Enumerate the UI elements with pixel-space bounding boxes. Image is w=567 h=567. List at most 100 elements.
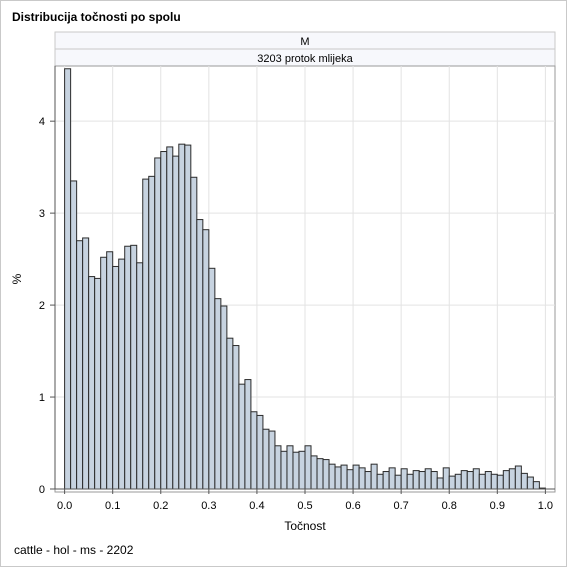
- histogram-bar: [430, 471, 438, 490]
- histogram-bar: [82, 237, 90, 490]
- histogram-bar: [394, 474, 402, 490]
- histogram-bar: [70, 180, 78, 490]
- histogram-bar: [268, 430, 276, 490]
- histogram-bar: [106, 251, 114, 490]
- y-axis-label: %: [10, 273, 24, 284]
- x-tick-label: 0.4: [249, 500, 264, 512]
- chart-title: Distribucija točnosti po spolu: [12, 10, 181, 24]
- histogram-bar: [100, 256, 108, 490]
- histogram-bar: [316, 458, 324, 490]
- footnote: cattle - hol - ms - 2202: [14, 543, 134, 557]
- histogram-bar: [460, 470, 468, 490]
- x-tick-label: 0.1: [105, 500, 120, 512]
- histogram-bar: [286, 445, 294, 490]
- histogram-bar: [334, 466, 342, 490]
- histogram-bar: [202, 229, 210, 490]
- histogram-bar: [466, 471, 474, 490]
- histogram-bar: [154, 157, 162, 490]
- histogram-bar: [226, 337, 234, 490]
- histogram-bar: [436, 477, 444, 490]
- x-tick-label: 0.7: [394, 500, 409, 512]
- histogram-bar: [214, 298, 222, 490]
- histogram-bar: [478, 473, 486, 490]
- histogram-bar: [136, 262, 144, 490]
- histogram-bar: [508, 468, 516, 490]
- y-tick-label: 0: [39, 484, 45, 496]
- histogram-bar: [412, 470, 420, 490]
- histogram-bar: [292, 451, 300, 490]
- y-axis: 0 1 2 3 4: [39, 66, 56, 496]
- x-tick-label: 0.9: [490, 500, 505, 512]
- histogram-bar: [370, 463, 378, 490]
- histogram-bar: [418, 471, 426, 490]
- histogram-bar: [520, 472, 528, 490]
- histogram-bar: [442, 467, 450, 490]
- histogram-bar: [364, 471, 372, 490]
- histogram-bar: [274, 445, 282, 490]
- y-tick-label: 3: [39, 208, 45, 220]
- histogram-bar: [232, 345, 240, 490]
- histogram-bar: [532, 481, 540, 490]
- histogram-bar: [346, 469, 354, 490]
- histogram-bar: [184, 144, 192, 490]
- histogram-bar: [502, 470, 510, 490]
- histogram-bar: [208, 267, 216, 490]
- histogram-bar: [220, 305, 228, 490]
- histogram-bar: [142, 178, 150, 490]
- histogram-bar: [490, 473, 498, 490]
- histogram-bar: [172, 155, 180, 490]
- y-tick-label: 2: [39, 300, 45, 312]
- histogram-bar: [166, 146, 174, 490]
- histogram-bar: [406, 473, 414, 490]
- histogram-bar: [454, 473, 462, 490]
- bars: [64, 68, 546, 490]
- histogram-bar: [304, 445, 312, 490]
- histogram-bar: [196, 219, 204, 490]
- x-axis-label: Točnost: [284, 519, 326, 533]
- histogram-bar: [322, 459, 330, 490]
- histogram-bar: [400, 468, 408, 490]
- x-tick-label: 0.3: [201, 500, 216, 512]
- histogram-bar: [388, 467, 396, 490]
- histogram-bar: [280, 450, 288, 490]
- histogram-bar: [244, 379, 252, 490]
- panel-label-sex: M: [300, 36, 309, 48]
- histogram-bar: [328, 463, 336, 490]
- histogram-bar: [424, 468, 432, 490]
- panel-label-trait: 3203 protok mlijeka: [257, 53, 353, 65]
- histogram-bar: [256, 414, 264, 490]
- histogram-bar: [448, 475, 456, 490]
- x-tick-label: 0.6: [345, 500, 360, 512]
- histogram-bar: [352, 464, 360, 490]
- x-tick-label: 0.0: [57, 500, 72, 512]
- histogram-bar: [526, 476, 534, 490]
- histogram-bar: [94, 277, 102, 490]
- histogram-bar: [358, 467, 366, 490]
- histogram-bar: [262, 428, 270, 490]
- x-axis: 0.0 0.1 0.2 0.3 0.4 0.5 0.6 0.7 0.8 0.9 1.0: [55, 488, 555, 512]
- histogram-bar: [160, 151, 168, 490]
- histogram-bar: [124, 245, 132, 490]
- histogram-bar: [178, 143, 186, 490]
- histogram-bar: [514, 465, 522, 490]
- histogram-bar: [118, 258, 126, 490]
- x-tick-label: 0.2: [153, 500, 168, 512]
- histogram-bar: [148, 175, 156, 490]
- histogram-bar: [190, 176, 198, 490]
- histogram-bar: [496, 474, 504, 490]
- y-tick-label: 1: [39, 392, 45, 404]
- x-tick-label: 1.0: [538, 500, 553, 512]
- y-tick-label: 4: [39, 116, 45, 128]
- x-tick-label: 0.8: [442, 500, 457, 512]
- histogram-bar: [64, 68, 72, 490]
- histogram-bar: [130, 244, 138, 490]
- histogram-bar: [340, 464, 348, 490]
- histogram-bar: [484, 471, 492, 490]
- histogram-bar: [298, 450, 306, 490]
- histogram-bar: [76, 240, 84, 490]
- histogram-bar: [112, 265, 120, 490]
- histogram-bar: [376, 473, 384, 490]
- histogram-bar: [382, 471, 390, 490]
- histogram-bar: [310, 455, 318, 490]
- histogram-bar: [88, 276, 96, 490]
